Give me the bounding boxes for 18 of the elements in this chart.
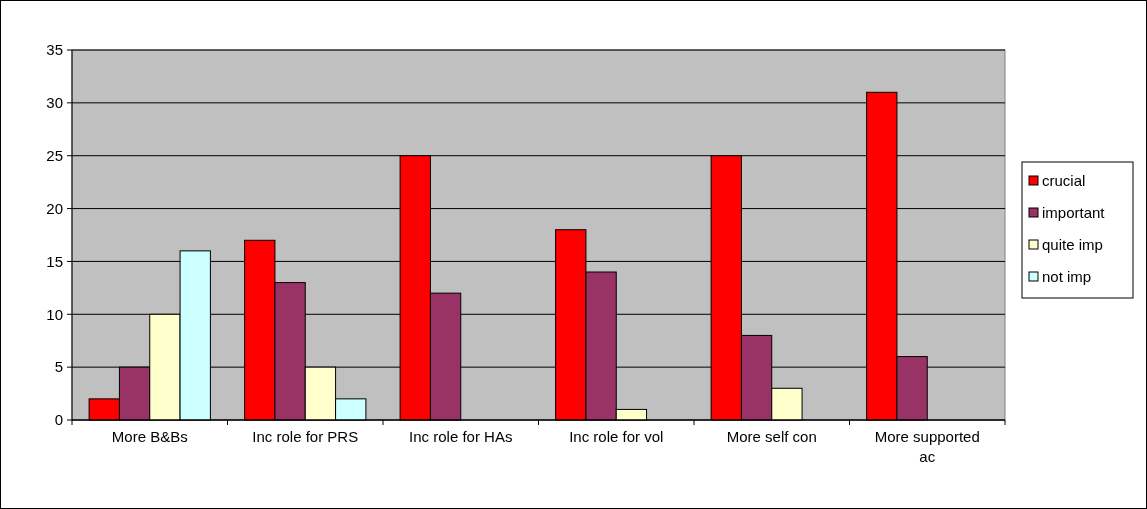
x-tick-label: Inc role for HAs	[409, 428, 513, 445]
y-tick-label: 20	[46, 199, 63, 217]
y-tick-label: 35	[46, 41, 63, 59]
y-tick-label: 0	[54, 411, 63, 429]
x-tick-label: Inc role for PRS	[252, 428, 359, 445]
y-tick-label: 5	[54, 358, 63, 376]
legend-label: important	[1042, 204, 1106, 222]
legend-label: quite imp	[1042, 236, 1103, 254]
x-tick-label: Inc role for vol	[569, 428, 664, 445]
x-tick-label: More B&Bs	[111, 428, 188, 445]
y-tick-label: 30	[46, 94, 63, 112]
y-tick-label: 10	[46, 305, 63, 323]
legend-label: crucial	[1042, 172, 1086, 190]
x-tick-label: More supported ac	[874, 428, 980, 465]
y-tick-label: 15	[46, 252, 63, 270]
x-tick-label: More self con	[726, 428, 817, 445]
legend-label: not imp	[1042, 268, 1092, 286]
y-tick-label: 25	[46, 146, 63, 164]
